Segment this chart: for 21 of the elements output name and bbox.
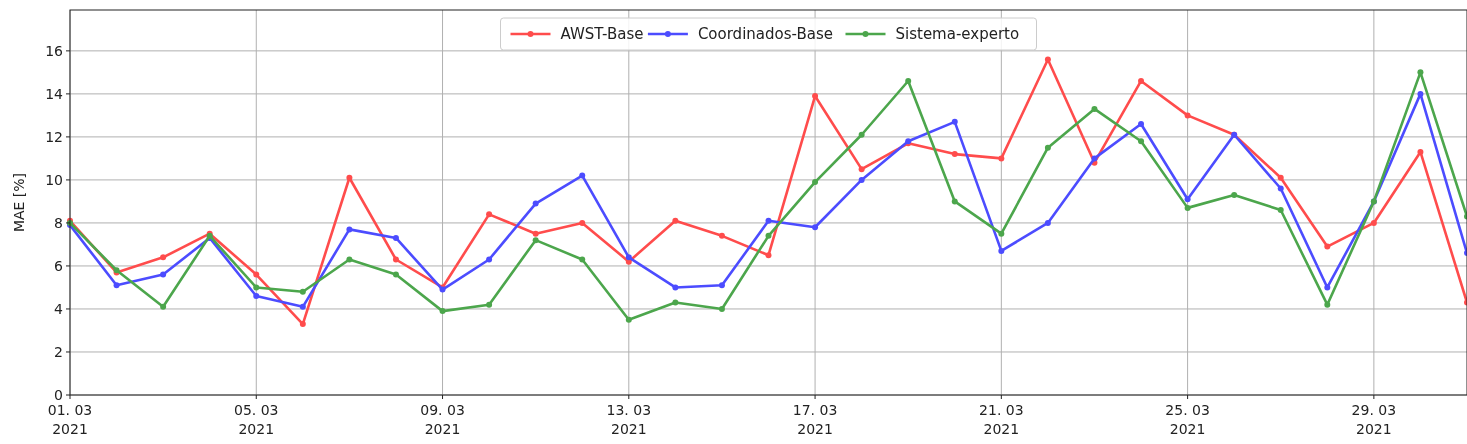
x-tick-label: 09. 03 2021 (420, 402, 465, 437)
y-tick-label: 12 (45, 128, 63, 145)
y-tick-label: 10 (45, 171, 63, 188)
x-tick-label: 25. 03 2021 (1165, 402, 1210, 437)
legend-label: Sistema-experto (895, 25, 1020, 44)
x-tick-label: 01. 03 2021 (47, 402, 93, 437)
x-tick-label: 17. 03 2021 (792, 402, 838, 437)
y-axis-title: MAE [%] (11, 172, 27, 233)
x-tick-label: 05. 03 2021 (234, 402, 279, 437)
y-tick-label: 4 (54, 300, 64, 317)
y-tick-label: 0 (54, 386, 63, 403)
y-tick-label: 16 (45, 42, 64, 59)
legend-label: AWST-Base (560, 25, 644, 44)
y-tick-label: 2 (54, 343, 63, 360)
legend-label: Coordinados-Base (697, 25, 833, 44)
y-tick-label: 14 (45, 85, 64, 102)
x-tick-label: 21. 03 2021 (979, 402, 1024, 437)
x-tick-label: 13. 03 2021 (606, 402, 652, 437)
y-tick-label: 8 (54, 214, 63, 231)
x-tick-label: 29. 03 2021 (1351, 402, 1397, 437)
y-tick-label: 6 (54, 257, 64, 274)
